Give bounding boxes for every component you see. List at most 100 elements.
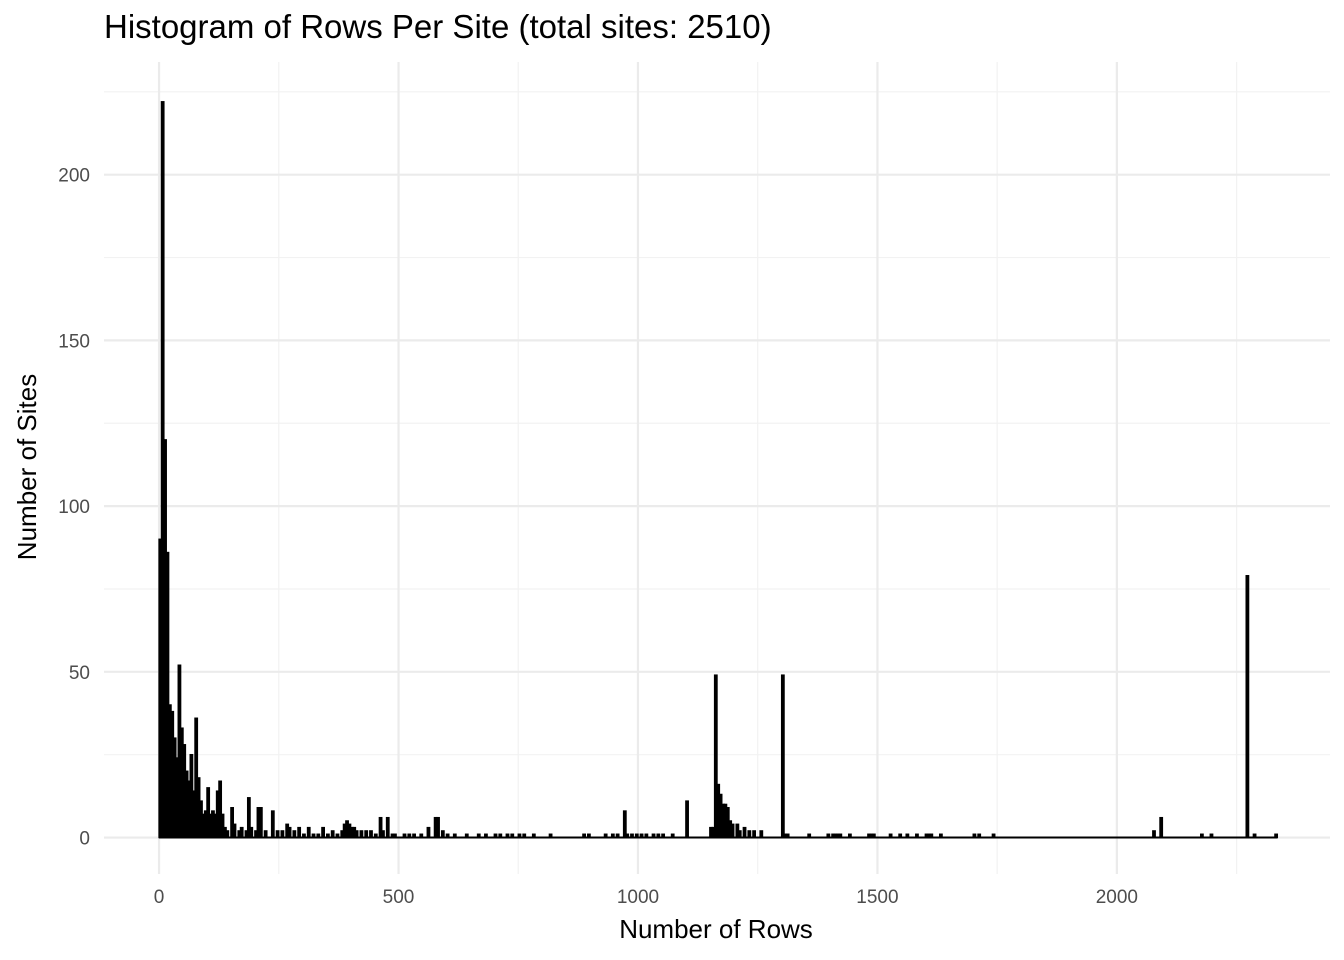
histogram-bar	[742, 826, 747, 839]
histogram-bar	[972, 833, 977, 839]
x-tick-label: 2000	[1096, 887, 1138, 908]
histogram-bar	[402, 833, 407, 839]
histogram-bar	[737, 830, 742, 839]
histogram-bars	[158, 101, 1279, 839]
histogram-bar	[780, 674, 785, 839]
histogram-bar	[929, 833, 934, 839]
histogram-bar	[505, 833, 510, 839]
histogram-bar	[354, 830, 359, 839]
histogram-bar	[807, 833, 812, 839]
histogram-bar	[1209, 833, 1214, 839]
histogram-bar	[321, 826, 325, 839]
histogram-bar	[311, 833, 316, 839]
histogram-bar	[263, 830, 268, 839]
histogram-bar	[239, 826, 244, 839]
histogram-bar	[603, 833, 608, 839]
histogram-bar	[426, 826, 431, 839]
x-tick-label: 1000	[617, 887, 659, 908]
histogram-bar	[359, 830, 364, 839]
histogram-bar	[378, 816, 383, 839]
histogram-bar	[630, 833, 634, 839]
histogram-bar	[385, 816, 390, 839]
x-tick-label: 0	[154, 887, 165, 908]
histogram-bar	[381, 830, 385, 839]
histogram-bar	[938, 833, 943, 839]
histogram-bar	[651, 833, 656, 839]
histogram-bar	[316, 833, 321, 839]
histogram-bar	[452, 833, 457, 839]
histogram-bar	[713, 674, 718, 839]
histogram-bar	[898, 833, 903, 839]
histogram-bar	[510, 833, 515, 839]
histogram-bar	[440, 830, 445, 839]
x-tick-label: 1500	[856, 887, 898, 908]
histogram-bar	[888, 833, 893, 839]
histogram-bar	[498, 833, 503, 839]
histogram-bar	[1274, 833, 1279, 839]
histogram-bar	[302, 833, 306, 839]
histogram-bar	[407, 833, 412, 839]
histogram-bar	[393, 833, 397, 839]
histogram-bar	[759, 830, 764, 839]
histogram-bar	[484, 833, 488, 839]
histogram-bar	[634, 833, 639, 839]
y-tick-label: 200	[58, 166, 90, 187]
histogram-bar	[517, 833, 522, 839]
histogram-bar	[493, 833, 498, 839]
histogram-bar	[246, 797, 251, 839]
y-tick-label: 100	[58, 497, 90, 518]
histogram-bar	[1152, 830, 1156, 839]
histogram-bar	[847, 833, 852, 839]
histogram-bar	[419, 833, 424, 839]
histogram-bar	[220, 813, 225, 839]
histogram-bar	[644, 833, 649, 839]
histogram-bar	[225, 830, 230, 839]
histogram-bar	[785, 833, 790, 839]
histogram-bar	[1252, 833, 1257, 839]
y-tick-label: 150	[58, 331, 90, 352]
histogram-bar	[905, 833, 910, 839]
histogram-bar	[249, 826, 254, 839]
histogram-bar	[977, 833, 982, 839]
histogram-bar	[522, 833, 527, 839]
x-axis-tick-labels: 0 500 1000 1500 2000	[154, 887, 1138, 908]
histogram-bar	[1199, 833, 1204, 839]
histogram-bar	[991, 833, 996, 839]
histogram-bar	[280, 830, 285, 839]
histogram-bar	[297, 826, 302, 839]
chart-title: Histogram of Rows Per Site (total sites:…	[104, 8, 772, 45]
histogram-bar	[826, 833, 831, 839]
y-tick-label: 50	[69, 663, 90, 684]
histogram-bar	[622, 810, 627, 839]
x-axis-title: Number of Rows	[619, 914, 813, 944]
y-tick-label: 0	[79, 829, 90, 850]
histogram-bar	[270, 810, 275, 839]
histogram-bar	[445, 833, 450, 839]
histogram-bar	[615, 833, 620, 839]
histogram-bar	[292, 830, 297, 839]
histogram-bar	[747, 830, 752, 839]
histogram-bar	[306, 826, 311, 839]
histogram-bar	[275, 830, 280, 839]
histogram-bar	[232, 823, 237, 839]
histogram-bar	[670, 833, 675, 839]
histogram-bar	[685, 800, 689, 839]
histogram-bar	[373, 833, 378, 839]
histogram-bar	[871, 833, 876, 839]
histogram-bar	[838, 833, 843, 839]
histogram-bar	[330, 830, 335, 839]
histogram-bar	[206, 787, 211, 839]
histogram-bar	[364, 830, 369, 839]
histogram-bar	[661, 833, 666, 839]
histogram-bar	[230, 807, 235, 839]
histogram-bar	[412, 833, 416, 839]
histogram-bar	[582, 833, 587, 839]
histogram-bar	[258, 807, 263, 839]
histogram-bar	[610, 833, 615, 839]
histogram-bar	[639, 833, 644, 839]
histogram-bar	[531, 833, 536, 839]
histogram-bar	[335, 833, 340, 839]
histogram-bar	[730, 823, 735, 839]
histogram-bar	[369, 830, 373, 839]
